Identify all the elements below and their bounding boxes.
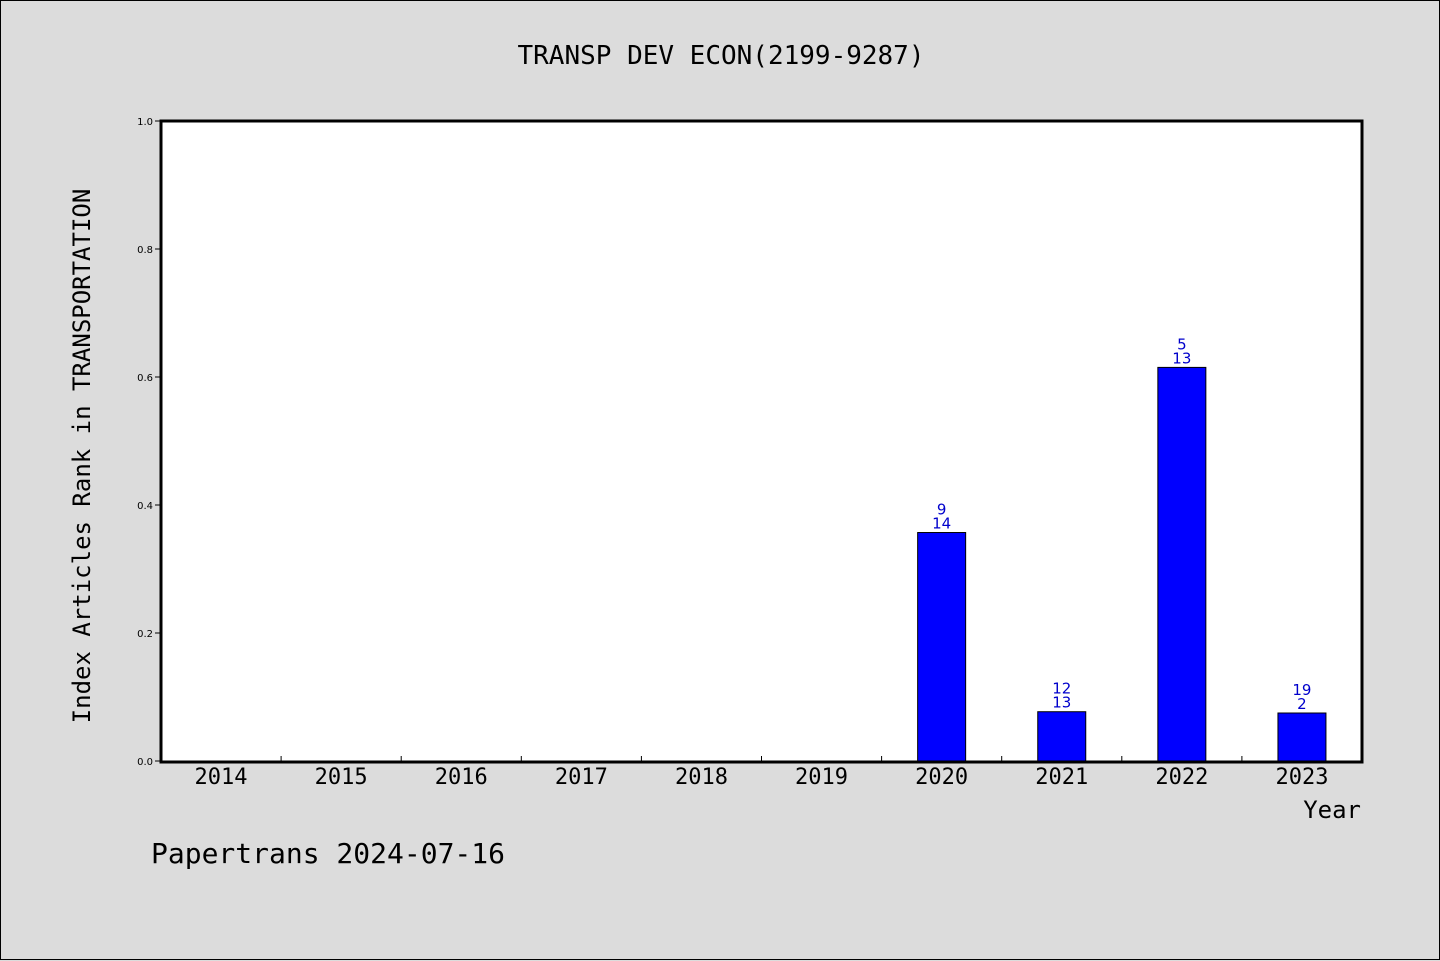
y-tick-label: 0.2 <box>137 629 153 640</box>
x-tick-label: 2023 <box>1275 765 1328 790</box>
x-tick-label: 2021 <box>1035 765 1088 790</box>
bar-data-label: 5 <box>1177 335 1187 353</box>
x-tick-label: 2014 <box>195 765 248 790</box>
x-tick-label: 2020 <box>915 765 968 790</box>
bar-2023 <box>1277 712 1327 762</box>
y-axis-ticks: 0.0 0.2 0.4 0.6 0.8 1.0 <box>137 117 161 768</box>
bar-data-label: 14 <box>932 515 951 533</box>
y-axis-label: Index Articles Rank in TRANSPORTATION <box>68 189 96 724</box>
x-tick-label: 2015 <box>315 765 368 790</box>
footer-text: Papertrans 2024-07-16 <box>151 837 505 870</box>
x-axis-ticks: 2014 2015 2016 2017 2018 2019 2020 2021 2022 2023 <box>195 756 1328 790</box>
bar-2020 <box>917 532 967 762</box>
x-tick-label: 2018 <box>675 765 728 790</box>
bar-data-label: 13 <box>1052 694 1071 712</box>
x-axis-label: Year <box>1303 796 1361 824</box>
bar-data-label: 12 <box>1052 680 1071 698</box>
bar-data-label: 13 <box>1172 349 1191 367</box>
x-tick-label: 2017 <box>555 765 608 790</box>
y-tick-label: 0.4 <box>137 501 153 512</box>
bars <box>917 366 1327 762</box>
y-tick-label: 0.8 <box>137 245 153 256</box>
y-tick-label: 0.0 <box>137 757 153 768</box>
x-tick-label: 2019 <box>795 765 848 790</box>
bar-data-label: 2 <box>1297 695 1307 713</box>
x-tick-label: 2022 <box>1155 765 1208 790</box>
bar-2022 <box>1157 366 1207 762</box>
chart-title: TRANSP DEV ECON(2199-9287) <box>518 41 925 71</box>
x-tick-label: 2016 <box>435 765 488 790</box>
y-tick-label: 0.6 <box>137 373 153 384</box>
bar-data-label: 19 <box>1292 681 1311 699</box>
y-tick-label: 1.0 <box>137 117 153 128</box>
bar-2021 <box>1037 711 1087 762</box>
bar-data-label: 9 <box>937 501 947 519</box>
